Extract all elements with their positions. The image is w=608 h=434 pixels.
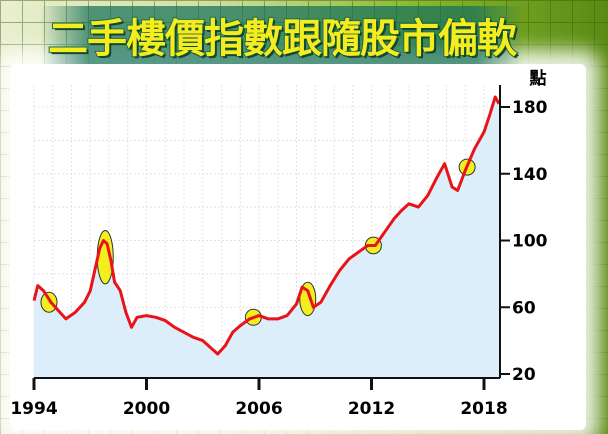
y-tick-label: 20 xyxy=(512,365,536,385)
x-tick-label: 2006 xyxy=(235,399,282,419)
series-line xyxy=(32,95,501,356)
x-tick-label: 2012 xyxy=(348,399,395,419)
area-fill xyxy=(34,97,499,378)
x-tick-label: 2000 xyxy=(123,399,170,419)
y-tick-label: 100 xyxy=(512,232,548,252)
y-tick-label: 180 xyxy=(512,98,548,118)
highlight-circle xyxy=(40,291,58,313)
y-axis-unit-label: 點 xyxy=(523,64,553,94)
y-tick-label: 140 xyxy=(512,165,548,185)
chart-title: 二手樓價指數跟隨股市偏軟 xyxy=(40,6,524,64)
y-tick-label: 60 xyxy=(512,298,536,318)
x-tick-label: 2018 xyxy=(460,399,507,419)
x-tick-label: 1994 xyxy=(10,399,57,419)
